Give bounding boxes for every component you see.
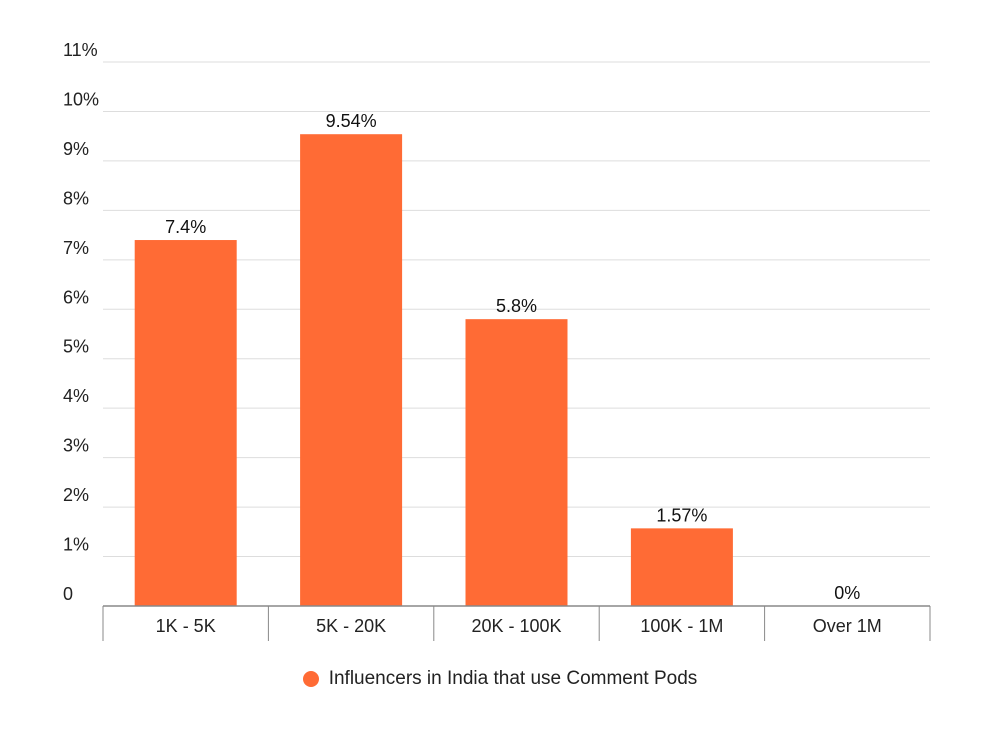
- data-label: 7.4%: [165, 217, 206, 237]
- x-tick-label: 100K - 1M: [640, 616, 723, 636]
- data-label: 5.8%: [496, 296, 537, 316]
- x-tick-label: 1K - 5K: [156, 616, 216, 636]
- x-tick-label: 5K - 20K: [316, 616, 386, 636]
- y-tick-label: 6%: [63, 287, 89, 307]
- y-tick-label: 2%: [63, 485, 89, 505]
- bar: [630, 528, 733, 606]
- x-tick-label: 20K - 100K: [471, 616, 561, 636]
- data-labels: 7.4% 9.54% 5.8% 1.57% 0%: [165, 111, 860, 603]
- data-label: 9.54%: [326, 111, 377, 131]
- y-tick-label: 5%: [63, 337, 89, 357]
- y-tick-label: 1%: [63, 535, 89, 555]
- x-axis: [102, 605, 931, 641]
- bar: [300, 134, 403, 606]
- bar: [465, 319, 568, 606]
- data-label: 0%: [834, 583, 860, 603]
- legend: Influencers in India that use Comment Po…: [0, 668, 1000, 690]
- x-axis-ticks: 1K - 5K 5K - 20K 20K - 100K 100K - 1M Over 1…: [156, 616, 882, 636]
- y-tick-label: 7%: [63, 238, 89, 258]
- y-tick-label: 10%: [63, 89, 99, 109]
- y-tick-label: 3%: [63, 436, 89, 456]
- y-tick-label: 8%: [63, 188, 89, 208]
- y-tick-label: 11%: [63, 40, 98, 60]
- legend-label: Influencers in India that use Comment Po…: [328, 668, 698, 689]
- data-label: 1.57%: [656, 505, 707, 525]
- y-axis-ticks: 0 1% 2% 3% 4% 5% 6% 7% 8% 9% 10% 11%: [63, 40, 99, 604]
- bars: [134, 134, 733, 606]
- bar: [134, 240, 237, 606]
- y-tick-label: 0: [63, 584, 73, 604]
- legend-swatch: [302, 671, 319, 687]
- x-tick-label: Over 1M: [813, 616, 882, 636]
- y-tick-label: 9%: [63, 139, 89, 159]
- bar-chart: 0 1% 2% 3% 4% 5% 6% 7% 8% 9% 10% 11% 7.4% 9.54% 5.8% 1…: [63, 40, 931, 641]
- y-tick-label: 4%: [63, 386, 89, 406]
